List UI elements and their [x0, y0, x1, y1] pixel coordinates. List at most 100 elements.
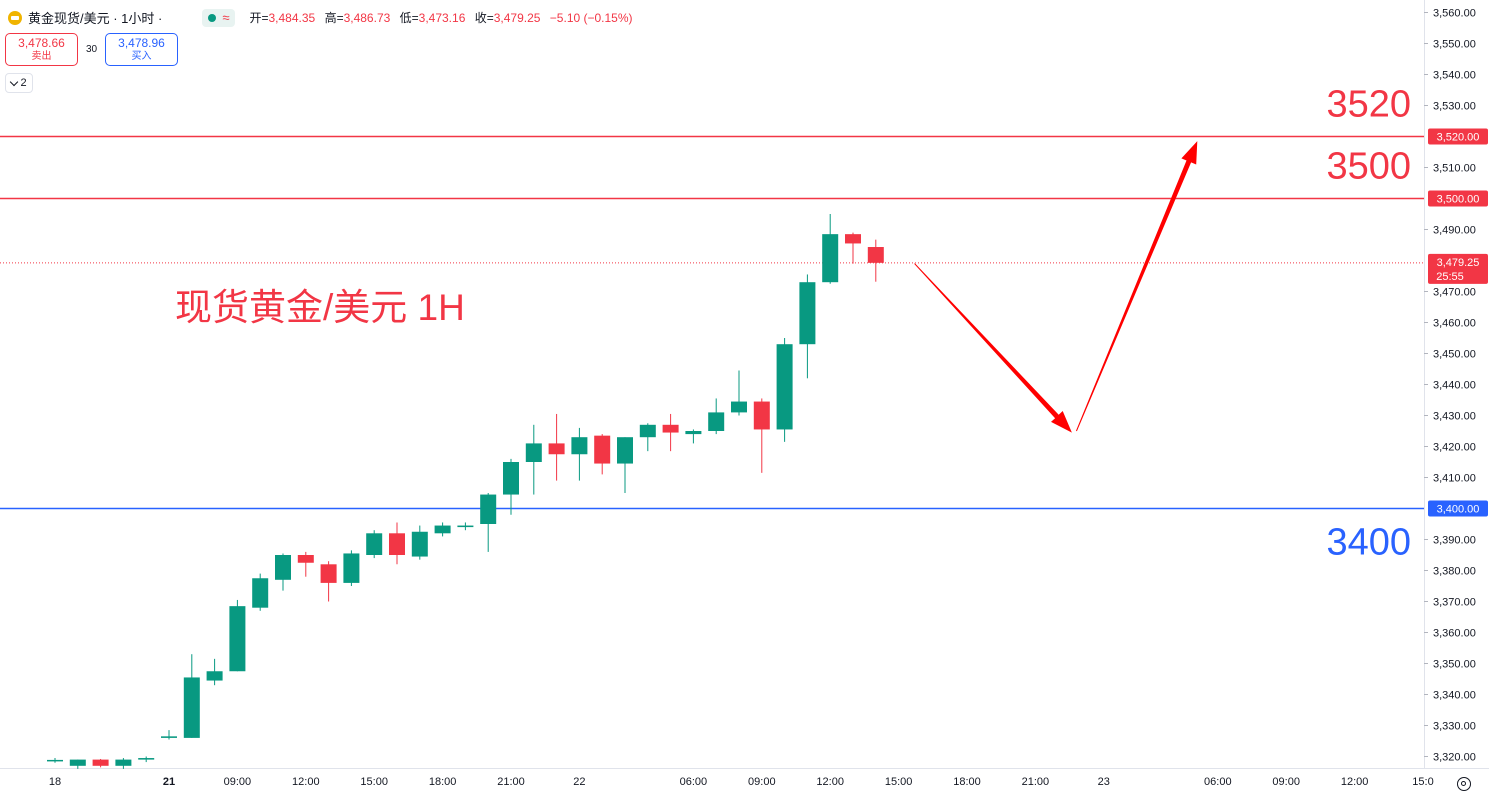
candle-body[interactable] [594, 435, 611, 464]
candle-body[interactable] [685, 431, 702, 435]
candle-body[interactable] [69, 759, 86, 766]
trade-panel: 3,478.66 卖出 30 3,478.96 买入 [5, 33, 178, 66]
candle-body[interactable] [822, 234, 839, 283]
candle-body[interactable] [297, 555, 314, 563]
candle-body[interactable] [731, 401, 747, 413]
candle-body[interactable] [867, 247, 884, 263]
symbol-title[interactable]: 黄金现货/美元 · 1小时 · [28, 11, 163, 26]
candle-body[interactable] [799, 282, 816, 345]
candle-body[interactable] [47, 759, 63, 762]
price-tick-label: 3,470.00 [1433, 287, 1476, 299]
time-tick-label: 21:00 [1022, 776, 1050, 788]
candle-body[interactable] [411, 531, 428, 557]
candle-body[interactable] [183, 677, 200, 738]
indicators-toggle-button[interactable]: 2 [5, 73, 33, 93]
ohlc-low-key: 低= [399, 11, 419, 25]
price-tick-label: 3,550.00 [1433, 39, 1476, 51]
price-tick-label: 3,420.00 [1433, 442, 1476, 454]
price-tick-label: 3,380.00 [1433, 566, 1476, 578]
candle-body[interactable] [161, 736, 177, 738]
time-tick-label: 21:00 [497, 776, 525, 788]
time-tick-label: 12:00 [816, 776, 844, 788]
time-tick-label: 18 [49, 776, 61, 788]
price-tick-label: 3,540.00 [1433, 70, 1476, 82]
price-tick-label: 3,530.00 [1433, 101, 1476, 113]
spread-value: 30 [85, 44, 98, 55]
ohlc-close-key: 收= [474, 11, 494, 25]
candle-body[interactable] [548, 443, 565, 455]
candle-body[interactable] [708, 412, 725, 431]
candle-body[interactable] [343, 553, 360, 583]
candle-body[interactable] [138, 758, 155, 760]
level-axis-badge-3500 [1428, 190, 1488, 207]
price-tick-label: 3,350.00 [1433, 659, 1476, 671]
projection-arrow-1[interactable] [914, 263, 1072, 433]
level-axis-badge-3400 [1428, 500, 1488, 517]
time-tick-label: 22 [573, 776, 585, 788]
time-tick-label: 12:00 [1341, 776, 1369, 788]
buy-price: 3,478.96 [118, 36, 165, 50]
candle-body[interactable] [320, 564, 337, 583]
price-tick-label: 3,430.00 [1433, 411, 1476, 423]
ohlc-high-key: 高= [324, 11, 344, 25]
candle-body[interactable] [206, 671, 223, 681]
candle-body[interactable] [753, 401, 770, 430]
settings-gear-icon[interactable] [1457, 777, 1471, 791]
time-tick-label: 09:00 [1272, 776, 1300, 788]
candle-body[interactable] [434, 525, 451, 534]
level-text-3520: 3520 [1326, 84, 1411, 126]
candle-body[interactable] [115, 759, 132, 766]
candle-body[interactable] [389, 533, 405, 555]
candle-body[interactable] [366, 533, 383, 555]
sell-price: 3,478.66 [18, 36, 65, 50]
candle-body[interactable] [639, 424, 656, 438]
ohlc-open-key: 开= [249, 11, 269, 25]
bar-countdown-label: 25:55 [1436, 271, 1464, 283]
price-tick-label: 3,340.00 [1433, 690, 1476, 702]
candle-body[interactable] [845, 234, 861, 244]
buy-button[interactable]: 3,478.96 买入 [105, 33, 178, 66]
time-tick-label: 18:00 [953, 776, 981, 788]
candle-body[interactable] [252, 578, 269, 608]
candle-body[interactable] [92, 759, 109, 766]
candle-body[interactable] [275, 555, 291, 580]
candle-body[interactable] [525, 443, 542, 462]
last-price-label: 3,479.25 [1437, 257, 1480, 269]
ohlc-low-value: 3,473.16 [418, 11, 466, 25]
price-tick-label: 3,360.00 [1433, 628, 1476, 640]
sell-button[interactable]: 3,478.66 卖出 [5, 33, 78, 66]
price-tick-label: 3,490.00 [1433, 225, 1476, 237]
candle-body[interactable] [480, 494, 497, 524]
price-tick-label: 3,370.00 [1433, 597, 1476, 609]
price-tick-label: 3,390.00 [1433, 535, 1476, 547]
time-tick-label: 21 [163, 776, 175, 788]
time-tick-label: 23 [1098, 776, 1110, 788]
price-tick-label: 3,330.00 [1433, 721, 1476, 733]
level-axis-label-3520: 3,520.00 [1437, 132, 1480, 144]
ohlc-high-value: 3,486.73 [343, 11, 391, 25]
market-open-dot-icon [208, 13, 217, 22]
candle-body[interactable] [617, 437, 633, 464]
projection-arrow-2[interactable] [1076, 141, 1198, 432]
last-price-badge [1428, 253, 1488, 284]
time-tick-label: 12:00 [292, 776, 320, 788]
ohlc-open-value: 3,484.35 [268, 11, 316, 25]
candle-body[interactable] [457, 525, 474, 528]
price-tick-label: 3,560.00 [1433, 8, 1476, 20]
market-status-pill[interactable]: ≈ [202, 8, 236, 27]
level-axis-badge-3520 [1428, 128, 1488, 145]
time-tick-label: 06:00 [680, 776, 708, 788]
time-tick-label: 09:00 [224, 776, 252, 788]
wave-icon: ≈ [222, 10, 230, 25]
buy-label: 买入 [131, 51, 152, 62]
candle-body[interactable] [776, 344, 793, 430]
candle-body[interactable] [229, 606, 246, 672]
candle-body[interactable] [503, 462, 519, 495]
level-axis-label-3400: 3,400.00 [1437, 504, 1480, 516]
time-tick-label: 09:00 [748, 776, 776, 788]
time-tick-label: 06:00 [1204, 776, 1232, 788]
candle-body[interactable] [571, 437, 588, 455]
time-tick-label: 15:00 [360, 776, 388, 788]
candle-body[interactable] [662, 424, 679, 433]
